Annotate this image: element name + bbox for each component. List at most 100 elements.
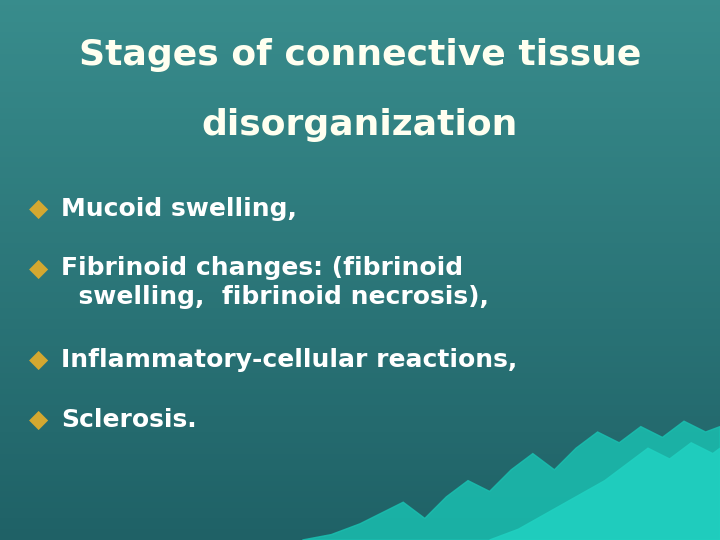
Bar bbox=[0, 194, 720, 200]
Bar bbox=[0, 497, 720, 502]
Bar bbox=[0, 464, 720, 470]
Bar bbox=[0, 443, 720, 448]
Bar bbox=[0, 319, 720, 324]
Bar bbox=[0, 292, 720, 297]
Bar bbox=[0, 286, 720, 292]
Bar bbox=[0, 178, 720, 184]
Bar bbox=[0, 281, 720, 286]
Text: ◆: ◆ bbox=[29, 197, 48, 221]
Bar bbox=[0, 254, 720, 259]
Bar bbox=[0, 275, 720, 281]
Bar bbox=[0, 140, 720, 146]
Bar bbox=[0, 81, 720, 86]
Text: Inflammatory-cellular reactions,: Inflammatory-cellular reactions, bbox=[61, 348, 518, 372]
Bar bbox=[0, 162, 720, 167]
Text: disorganization: disorganization bbox=[202, 108, 518, 142]
Bar bbox=[0, 421, 720, 427]
Bar bbox=[0, 200, 720, 205]
Bar bbox=[0, 362, 720, 367]
Bar bbox=[0, 248, 720, 254]
Bar bbox=[0, 437, 720, 443]
Bar bbox=[0, 308, 720, 313]
Bar bbox=[0, 11, 720, 16]
Bar bbox=[0, 378, 720, 383]
Bar bbox=[0, 70, 720, 76]
Bar bbox=[0, 324, 720, 329]
Bar bbox=[0, 86, 720, 92]
Bar bbox=[0, 259, 720, 265]
Bar bbox=[0, 459, 720, 464]
Text: Fibrinoid changes: (fibrinoid
  swelling,  fibrinoid necrosis),: Fibrinoid changes: (fibrinoid swelling, … bbox=[61, 256, 489, 309]
Bar bbox=[0, 513, 720, 518]
Bar bbox=[0, 108, 720, 113]
Bar bbox=[0, 113, 720, 119]
Bar bbox=[0, 356, 720, 362]
Bar bbox=[0, 97, 720, 103]
Bar bbox=[0, 389, 720, 394]
Bar bbox=[0, 92, 720, 97]
Bar bbox=[0, 535, 720, 540]
Bar bbox=[0, 502, 720, 508]
Bar bbox=[0, 103, 720, 108]
Bar bbox=[0, 54, 720, 59]
Bar bbox=[0, 59, 720, 65]
Bar bbox=[0, 167, 720, 173]
Polygon shape bbox=[490, 443, 720, 540]
Bar bbox=[0, 400, 720, 405]
Bar bbox=[0, 486, 720, 491]
Bar bbox=[0, 470, 720, 475]
Bar bbox=[0, 383, 720, 389]
Text: ◆: ◆ bbox=[29, 348, 48, 372]
Bar bbox=[0, 448, 720, 454]
Bar bbox=[0, 227, 720, 232]
Bar bbox=[0, 346, 720, 351]
Bar bbox=[0, 232, 720, 238]
Bar bbox=[0, 454, 720, 459]
Bar bbox=[0, 119, 720, 124]
Bar bbox=[0, 405, 720, 410]
Bar bbox=[0, 124, 720, 130]
Text: Stages of connective tissue: Stages of connective tissue bbox=[78, 38, 642, 72]
Bar bbox=[0, 43, 720, 49]
Bar bbox=[0, 184, 720, 189]
Bar bbox=[0, 146, 720, 151]
Bar bbox=[0, 5, 720, 11]
Bar bbox=[0, 508, 720, 513]
Bar bbox=[0, 38, 720, 43]
Bar bbox=[0, 16, 720, 22]
Bar bbox=[0, 130, 720, 135]
Bar bbox=[0, 302, 720, 308]
Bar bbox=[0, 373, 720, 378]
Bar bbox=[0, 265, 720, 270]
Bar bbox=[0, 432, 720, 437]
Bar bbox=[0, 481, 720, 486]
Bar bbox=[0, 76, 720, 81]
Bar bbox=[0, 335, 720, 340]
Bar bbox=[0, 313, 720, 319]
Bar bbox=[0, 297, 720, 302]
Bar bbox=[0, 27, 720, 32]
Bar bbox=[0, 410, 720, 416]
Bar bbox=[0, 205, 720, 211]
Bar bbox=[0, 524, 720, 529]
Bar bbox=[0, 529, 720, 535]
Bar bbox=[0, 216, 720, 221]
Bar bbox=[0, 491, 720, 497]
Bar bbox=[0, 416, 720, 421]
Bar bbox=[0, 340, 720, 346]
Text: Sclerosis.: Sclerosis. bbox=[61, 408, 197, 431]
Text: ◆: ◆ bbox=[29, 256, 48, 280]
Bar bbox=[0, 394, 720, 400]
Bar bbox=[0, 32, 720, 38]
Bar bbox=[0, 151, 720, 157]
Bar bbox=[0, 221, 720, 227]
Bar bbox=[0, 49, 720, 54]
Bar bbox=[0, 238, 720, 243]
Bar bbox=[0, 367, 720, 373]
Bar bbox=[0, 173, 720, 178]
Bar bbox=[0, 135, 720, 140]
Text: Mucoid swelling,: Mucoid swelling, bbox=[61, 197, 297, 221]
Bar bbox=[0, 475, 720, 481]
Bar bbox=[0, 22, 720, 27]
Text: ◆: ◆ bbox=[29, 408, 48, 431]
